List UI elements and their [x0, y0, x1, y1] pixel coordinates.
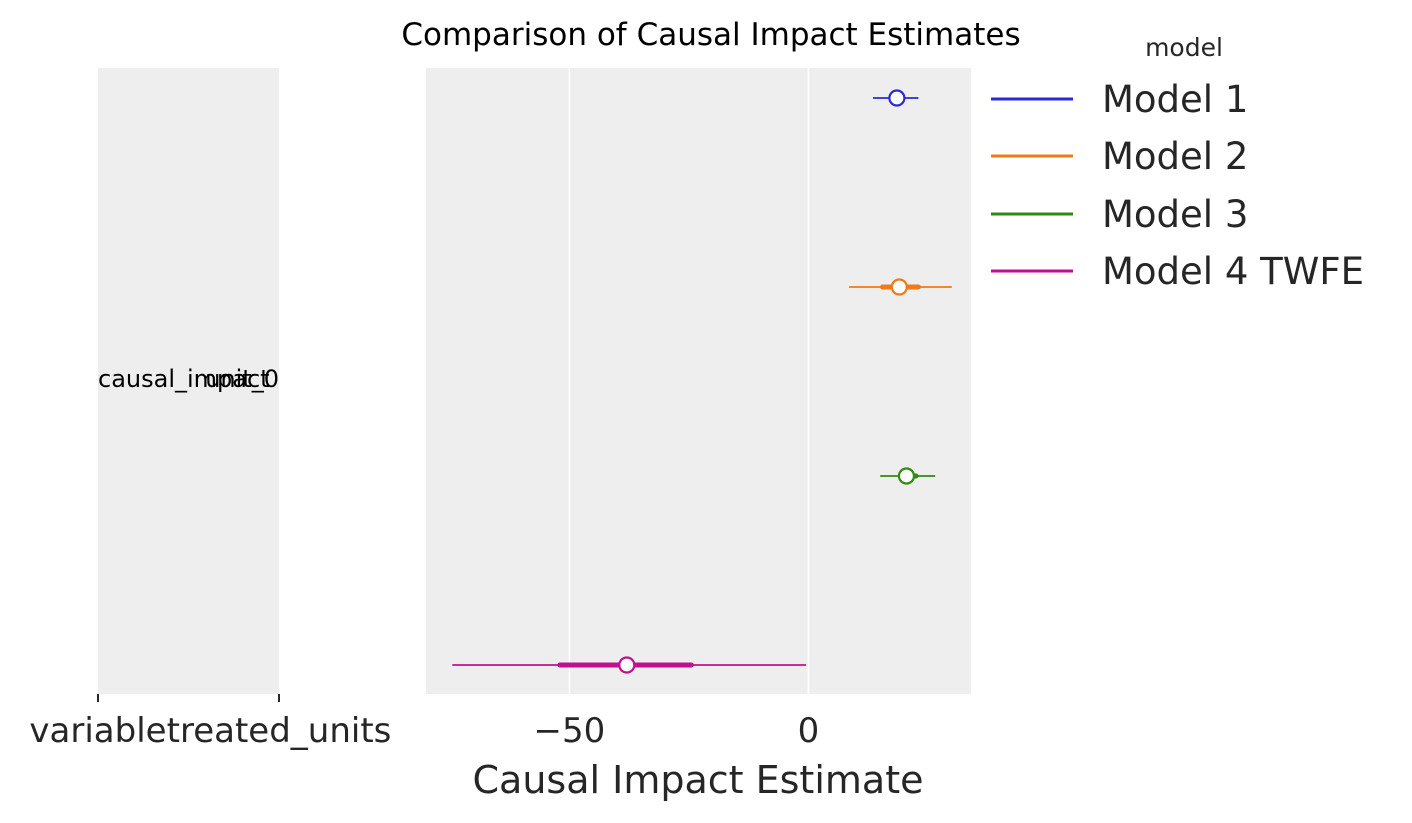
legend-label-model-4-twfe: Model 4 TWFE [1102, 250, 1364, 293]
x-axis-label: Causal Impact Estimate [473, 758, 924, 802]
legend-item-model-2: Model 2 [991, 135, 1248, 178]
gridlines [568, 68, 810, 694]
legend-item-model-3: Model 3 [991, 193, 1248, 236]
legend-label-model-2: Model 2 [1102, 135, 1248, 178]
mean-point-model-4-twfe [618, 656, 636, 674]
mean-point-model-1 [888, 89, 906, 107]
legend-item-model-4-twfe: Model 4 TWFE [991, 250, 1364, 293]
row-label-variable: causal_impact [98, 365, 270, 393]
plot-panel [426, 68, 971, 694]
x-tick-label: 0 [798, 711, 820, 751]
legend-label-model-1: Model 1 [1102, 78, 1248, 121]
x-axis-ticks: −50 0 [534, 711, 820, 751]
mean-point-model-2 [890, 278, 908, 296]
forest-marks [452, 89, 952, 674]
chart-title: Comparison of Causal Impact Estimates [401, 17, 1020, 53]
legend-item-model-1: Model 1 [991, 78, 1248, 121]
row-label-treated-units: unit_0 [205, 365, 279, 393]
label-panel [98, 68, 279, 694]
mean-point-model-3 [897, 467, 916, 485]
x-tick-label: −50 [534, 711, 606, 751]
legend: Model 1 Model 2 Model 3 Model 4 TWFE [991, 78, 1364, 293]
label-column-variable: variable [29, 711, 166, 751]
legend-title: model [1145, 33, 1223, 62]
label-column-treated-units: treated_units [167, 711, 392, 751]
legend-label-model-3: Model 3 [1102, 193, 1248, 236]
